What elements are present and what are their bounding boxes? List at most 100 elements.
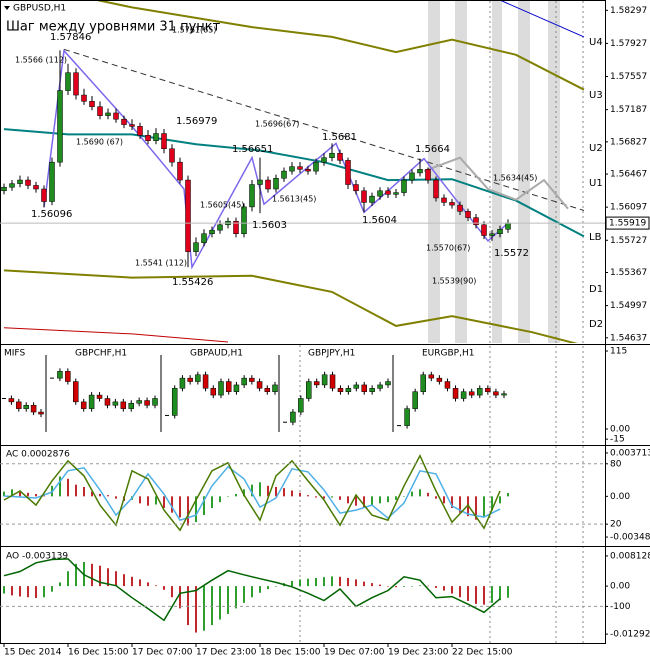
- price-annotation: 1.55426: [172, 277, 213, 288]
- mini-candle: [272, 384, 278, 392]
- histogram-bar: [323, 496, 325, 499]
- candle-body: [321, 157, 327, 163]
- frames: [0, 0, 650, 644]
- panel: [0, 1, 605, 343]
- histogram-bar: [3, 491, 5, 497]
- histogram-bar: [371, 583, 373, 587]
- histogram-bar: [459, 496, 461, 513]
- histogram-bar: [491, 496, 493, 511]
- mini-candle: [313, 381, 320, 386]
- candle-body: [233, 220, 239, 234]
- candle-body: [417, 169, 423, 174]
- candle-body: [409, 172, 415, 181]
- mini-candle: [460, 391, 467, 399]
- price-annotation: 1.5690 (67): [76, 138, 123, 147]
- y-tick-label: 1.54637: [610, 333, 647, 343]
- menu-triangle[interactable]: [4, 6, 10, 10]
- price-annotation: 1.5541 (112): [135, 259, 187, 268]
- x-tick-label: 19 Dec 23:00: [388, 648, 449, 658]
- price-annotation: 1.5696(67): [255, 120, 299, 129]
- candle-body: [145, 135, 151, 141]
- candle-body: [265, 179, 271, 190]
- mini-candle: [144, 400, 150, 406]
- histogram-bar: [227, 496, 229, 497]
- mini-candle: [171, 388, 178, 416]
- price-annotation: 1.56096: [31, 209, 72, 220]
- histogram-bar: [259, 482, 261, 497]
- price-annotation: 1.5634(45): [493, 174, 537, 183]
- level-label: U3: [589, 90, 603, 101]
- histogram-bar: [323, 577, 325, 587]
- mini-candle: [353, 384, 360, 389]
- level-label: U4: [589, 37, 603, 48]
- mini-candle: [104, 398, 111, 406]
- histogram-bar: [451, 496, 453, 509]
- histogram-bar: [371, 496, 373, 506]
- band: [492, 1, 502, 343]
- histogram-bar: [427, 492, 429, 497]
- histogram-bar: [243, 586, 245, 603]
- histogram-bar: [19, 490, 21, 497]
- panel: [3, 558, 509, 633]
- series-label: GBPAUD,H1: [190, 349, 243, 359]
- price-annotation: 1.5566 (112): [15, 56, 67, 65]
- histogram-bar: [219, 586, 221, 620]
- histogram-bar: [443, 496, 445, 504]
- histogram-bar: [195, 586, 197, 633]
- mini-candle: [202, 374, 209, 389]
- histogram-bar: [219, 496, 221, 503]
- histogram-bar: [315, 496, 317, 498]
- histogram-bar: [75, 484, 77, 497]
- separators: [299, 1, 584, 644]
- candle-body: [297, 166, 303, 170]
- indicator-line: [3, 327, 229, 343]
- panel: [3, 453, 509, 532]
- y-tick-label: -100: [610, 602, 631, 612]
- histogram-bar: [379, 584, 381, 587]
- mini-candle: [493, 391, 499, 396]
- candle-body: [185, 179, 191, 252]
- y-tick-label: 1.57557: [610, 72, 647, 82]
- candle-body: [105, 112, 111, 116]
- candle-body: [281, 170, 287, 179]
- histogram-bar: [363, 496, 365, 509]
- histogram-bar: [395, 496, 397, 500]
- candle-body: [377, 190, 383, 197]
- mini-candle: [179, 377, 186, 389]
- candle-body: [17, 179, 23, 184]
- histogram-bar: [3, 586, 5, 594]
- candle-body: [73, 72, 79, 96]
- mini-candle: [73, 381, 79, 403]
- price-annotation: 1.56651: [232, 144, 273, 155]
- mini-candle: [361, 384, 367, 392]
- histogram-bar: [99, 493, 101, 497]
- candle-body: [313, 161, 319, 172]
- mini-candle: [428, 374, 435, 379]
- histogram-bar: [107, 495, 109, 497]
- mini-candle: [23, 405, 29, 409]
- histogram-bar: [275, 586, 277, 587]
- histogram-bar: [91, 491, 93, 497]
- mini-candle: [195, 374, 201, 382]
- y-tick-label: -15: [610, 435, 625, 445]
- histogram-bar: [35, 493, 37, 497]
- x-tick-label: 17 Dec 23:00: [196, 648, 257, 658]
- mini-candle: [501, 393, 507, 396]
- price-box: [605, 216, 650, 230]
- mini-candle: [241, 377, 247, 386]
- mini-candle: [329, 374, 336, 389]
- candle-body: [449, 202, 455, 206]
- mini-candle: [38, 411, 44, 415]
- panel-title: AO -0.003139: [6, 552, 68, 562]
- mini-candle: [452, 388, 459, 399]
- histogram-bar: [307, 495, 309, 497]
- histogram-bar: [467, 586, 469, 601]
- histogram-bar: [331, 496, 333, 498]
- candle-body: [401, 179, 407, 193]
- mini-candle: [345, 388, 352, 392]
- mini-candle: [436, 377, 443, 382]
- histogram-bar: [331, 576, 333, 587]
- histogram-bar: [507, 492, 509, 497]
